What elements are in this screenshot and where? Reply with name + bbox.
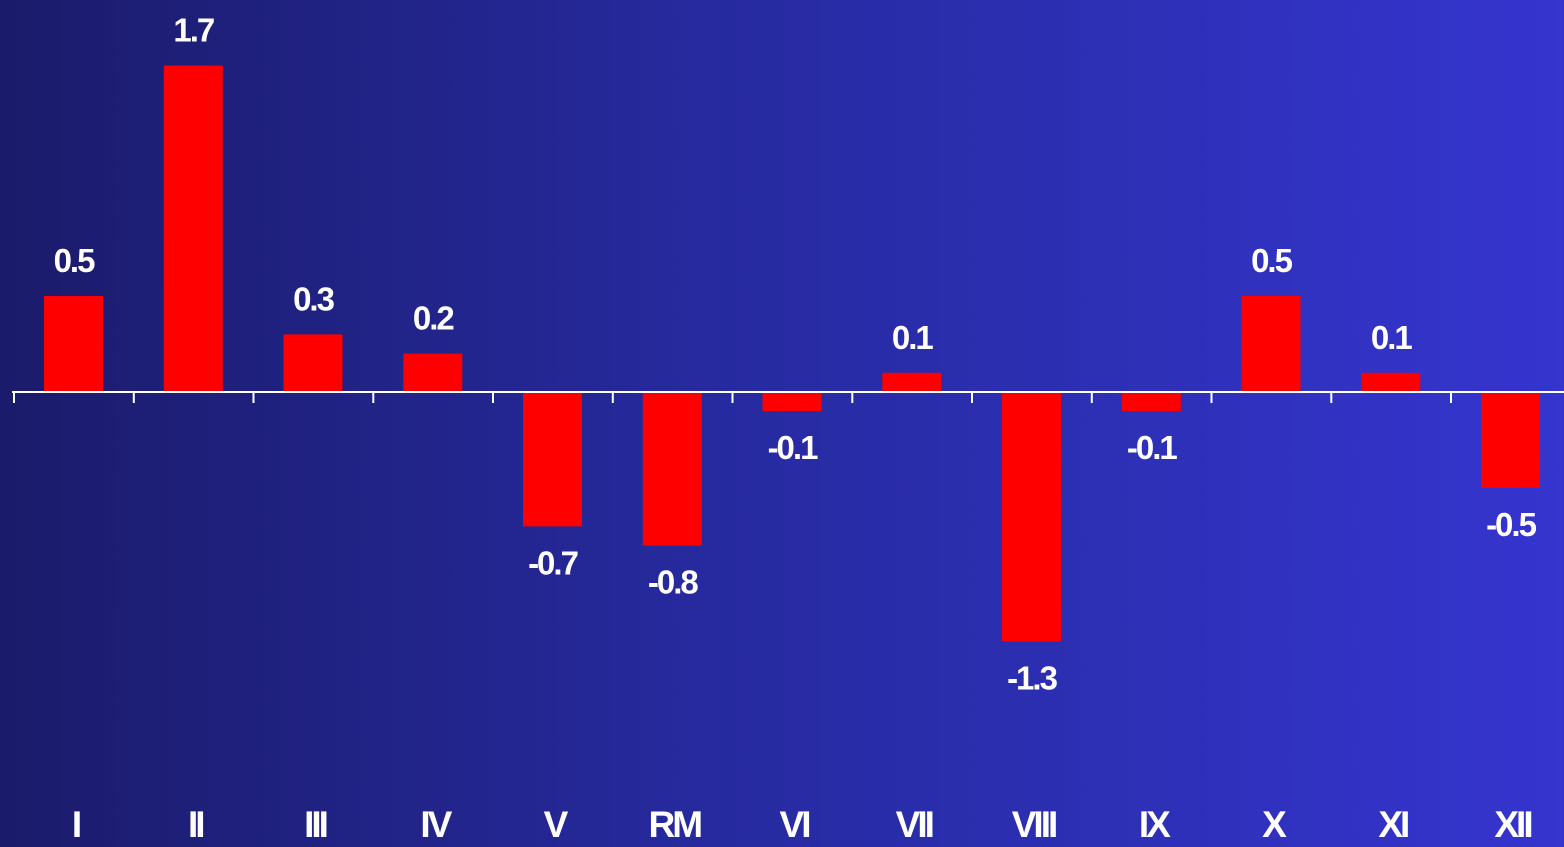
- bar-IV: [403, 353, 463, 392]
- data-label-VI: -0.1: [768, 429, 819, 466]
- x-tick-label-III: III: [304, 804, 327, 842]
- x-tick-label-IV: IV: [420, 804, 452, 842]
- bar-VIII: [1002, 392, 1061, 642]
- bar-II: [163, 65, 223, 392]
- x-tick-label-VII: VII: [896, 804, 933, 842]
- bar-III: [283, 334, 343, 392]
- data-label-V: -0.7: [528, 544, 578, 581]
- value-labels-layer: 0.5 1.7 0.3 0.2 -0.7 -0.8 -0.1 0.1 -1.3 -0.1 0.5 0.…: [54, 12, 1539, 697]
- data-label-I: 0.5: [54, 242, 96, 279]
- x-tick-label-VIII: VIII: [1012, 804, 1056, 842]
- x-tick-label-IX: IX: [1139, 804, 1171, 842]
- bar-RM: [642, 392, 702, 546]
- x-tick-label-VI: VI: [780, 804, 810, 842]
- data-label-X: 0.5: [1251, 242, 1293, 279]
- x-axis: [12, 391, 1564, 403]
- bar-XII: [1481, 392, 1540, 488]
- data-label-VIII: -1.3: [1007, 660, 1058, 697]
- x-tick-label-II: II: [188, 804, 203, 842]
- x-tick-label-XI: XI: [1378, 804, 1408, 842]
- data-label-XII: -0.5: [1486, 506, 1537, 543]
- x-tick-label-X: X: [1262, 804, 1287, 842]
- data-label-III: 0.3: [293, 280, 335, 317]
- bar-VI: [762, 392, 822, 412]
- data-label-IV: 0.2: [413, 300, 455, 337]
- bar-XI: [1361, 372, 1421, 392]
- x-tick-label-XII: XII: [1494, 804, 1531, 842]
- data-label-VII: 0.1: [892, 319, 934, 356]
- data-label-RM: -0.8: [648, 564, 699, 601]
- bar-IX: [1121, 392, 1181, 412]
- x-tick-label-I: I: [72, 804, 80, 842]
- bar-I: [44, 296, 103, 392]
- bar-X: [1241, 296, 1301, 392]
- bar-V: [523, 392, 582, 527]
- bars-layer: [44, 65, 1540, 642]
- data-label-XI: 0.1: [1371, 319, 1413, 356]
- data-label-IX: -0.1: [1127, 429, 1178, 466]
- x-tick-label-V: V: [544, 804, 569, 842]
- data-label-II: 1.7: [173, 12, 214, 49]
- category-labels-layer: I II III IV V RM VI VII VIII IX X XI XII: [72, 804, 1534, 845]
- x-tick-label-RM: RM: [649, 804, 702, 842]
- bar-VII: [882, 372, 942, 392]
